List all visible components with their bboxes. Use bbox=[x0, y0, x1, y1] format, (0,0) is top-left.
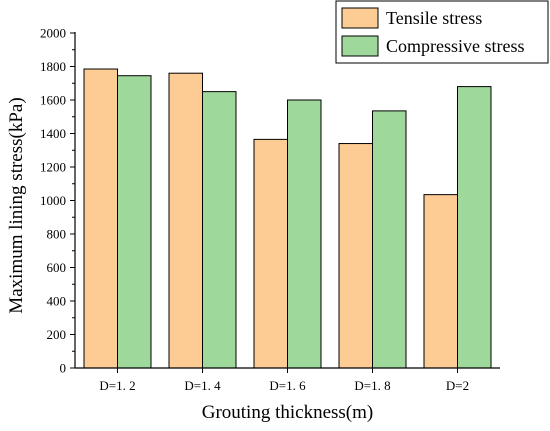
compressive-stress-bar bbox=[287, 99, 322, 369]
legend-label-tensile: Tensile stress bbox=[386, 8, 482, 28]
legend-label-compressive: Compressive stress bbox=[386, 36, 525, 56]
y-tick-label: 1600 bbox=[40, 93, 66, 108]
y-tick-label: 800 bbox=[47, 227, 67, 242]
x-tick-label: D=1. 6 bbox=[269, 378, 306, 393]
y-axis-title: Maximum lining stress(kPa) bbox=[6, 97, 27, 313]
y-tick-label: 600 bbox=[47, 260, 67, 275]
tensile-stress-bar bbox=[253, 138, 288, 369]
y-tick-label: 1000 bbox=[40, 193, 66, 208]
x-tick-label: D=1. 4 bbox=[184, 378, 221, 393]
x-tick-label: D=1. 8 bbox=[354, 378, 390, 393]
x-axis-title: Grouting thickness(m) bbox=[202, 402, 374, 423]
compressive-stress-bar bbox=[372, 110, 407, 369]
y-tick-label: 0 bbox=[60, 361, 67, 376]
y-tick-label: 1800 bbox=[40, 59, 66, 74]
compressive-stress-bar bbox=[202, 91, 237, 369]
bars-layer bbox=[83, 68, 492, 369]
legend: Tensile stress Compressive stress bbox=[335, 0, 549, 64]
tensile-stress-bar bbox=[83, 68, 118, 369]
y-ticks: 0 200 400 600 800 1000 1200 1400 1600 1800 2000 bbox=[40, 26, 75, 376]
tensile-stress-bar bbox=[168, 72, 203, 369]
y-tick-label: 1400 bbox=[40, 126, 66, 141]
compressive-stress-bar bbox=[457, 86, 492, 369]
x-tick-label: D=1. 2 bbox=[99, 378, 135, 393]
legend-items: Tensile stress Compressive stress bbox=[341, 7, 525, 57]
y-tick-label: 200 bbox=[47, 327, 67, 342]
tensile-stress-bar bbox=[423, 194, 458, 369]
x-ticks: D=1. 2 D=1. 4 D=1. 6 D=1. 8 D=2 bbox=[99, 368, 469, 393]
legend-swatch-tensile bbox=[341, 7, 379, 29]
y-tick-label: 1200 bbox=[40, 160, 66, 175]
x-tick-label: D=2 bbox=[446, 378, 469, 393]
tensile-stress-bar bbox=[338, 143, 373, 369]
y-tick-label: 2000 bbox=[40, 26, 66, 41]
compressive-stress-bar bbox=[117, 75, 152, 369]
y-tick-label: 400 bbox=[47, 294, 67, 309]
legend-swatch-compressive bbox=[341, 35, 379, 57]
